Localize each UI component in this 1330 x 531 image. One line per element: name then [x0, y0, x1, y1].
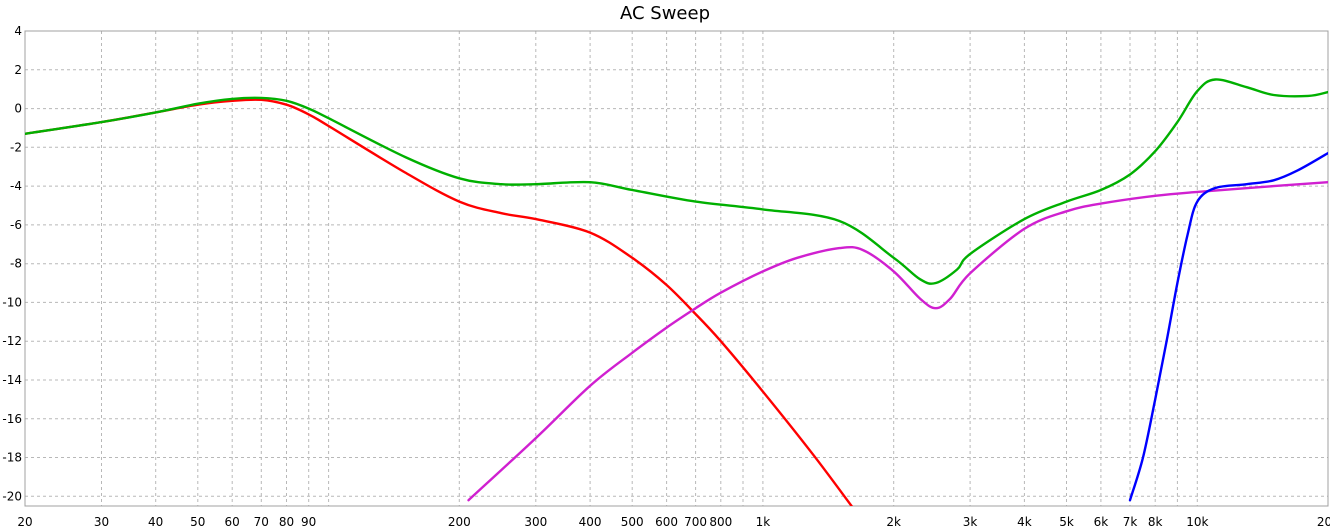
x-tick-label: 4k	[1017, 515, 1032, 529]
x-tick-label: 1k	[756, 515, 771, 529]
x-tick-label: 90	[301, 515, 316, 529]
plot-frame	[24, 30, 1329, 507]
y-tick-label: -2	[10, 140, 22, 154]
x-tick-label: 30	[94, 515, 109, 529]
y-tick-label: 4	[14, 24, 22, 38]
y-tick-label: -18	[2, 451, 22, 465]
y-tick-label: 0	[14, 102, 22, 116]
x-tick-label: 700	[684, 515, 707, 529]
x-tick-label: 300	[524, 515, 547, 529]
series-line-2	[25, 78, 1328, 285]
x-tick-label: 20k	[1317, 515, 1330, 529]
x-tick-label: 40	[148, 515, 163, 529]
y-tick-label: -12	[2, 334, 22, 348]
x-tick-label: 800	[709, 515, 732, 529]
x-tick-label: 200	[448, 515, 471, 529]
x-tick-label: 70	[254, 515, 269, 529]
x-tick-label: 400	[579, 515, 602, 529]
x-tick-label: 8k	[1148, 515, 1163, 529]
x-tick-label: 20	[17, 515, 32, 529]
y-tick-label: -6	[10, 218, 22, 232]
x-tick-label: 50	[190, 515, 205, 529]
series-line-1	[25, 98, 853, 506]
y-tick-label: -4	[10, 179, 22, 193]
x-tick-label: 80	[279, 515, 294, 529]
x-tick-label: 6k	[1094, 515, 1109, 529]
y-tick-label: -14	[2, 373, 22, 387]
y-tick-label: -8	[10, 257, 22, 271]
series-line-3	[467, 181, 1328, 502]
x-tick-label: 2k	[886, 515, 901, 529]
x-tick-label: 5k	[1059, 515, 1074, 529]
y-tick-label: 2	[14, 63, 22, 77]
x-tick-label: 500	[621, 515, 644, 529]
series-line-4	[1128, 151, 1328, 502]
y-tick-label: -16	[2, 412, 22, 426]
x-tick-label: 7k	[1123, 515, 1138, 529]
y-tick-label: -20	[2, 489, 22, 503]
y-tick-label: -10	[2, 295, 22, 309]
x-tick-label: 60	[225, 515, 240, 529]
tick-label-layer: 20 30 40 50 60 70 80 90 200 300 400 500 600 700 800 1k 2…	[2, 24, 1330, 529]
series-layer	[25, 78, 1328, 506]
x-tick-label: 10k	[1186, 515, 1208, 529]
x-tick-label: 3k	[963, 515, 978, 529]
chart-title: AC Sweep	[619, 3, 710, 24]
x-tick-label: 600	[655, 515, 678, 529]
